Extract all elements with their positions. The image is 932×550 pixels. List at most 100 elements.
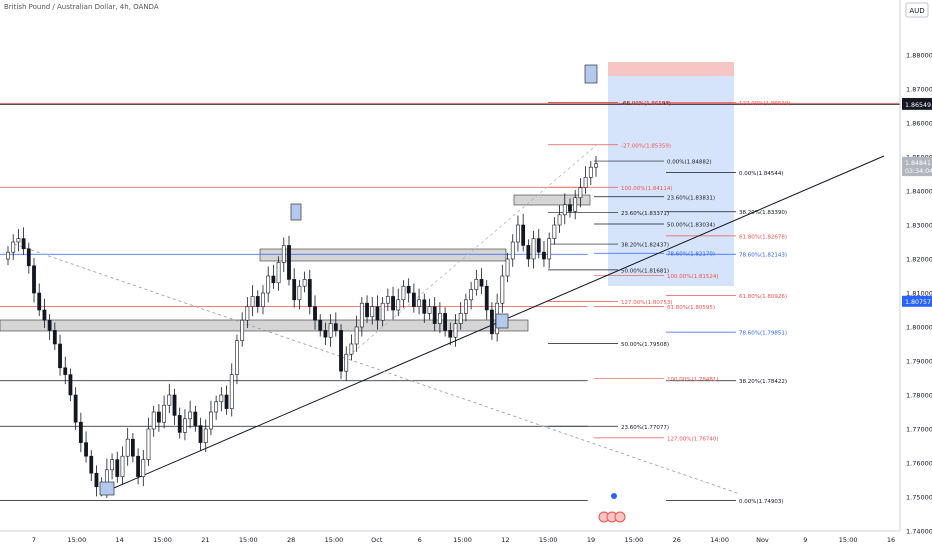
time-tick-label: Oct — [371, 536, 383, 544]
time-axis[interactable]: 7 15:00 14 15:00 21 15:00 28 15:00 Oct 6 15:00 12 15… — [32, 536, 895, 544]
candle-body — [47, 319, 52, 331]
candle-body — [209, 411, 213, 430]
price-badge-label: 1.84841 — [905, 160, 931, 167]
fib-label: 61.80%(1.82678) — [739, 234, 787, 240]
candle-body — [375, 306, 380, 321]
time-tick-label: 15:00 — [67, 536, 86, 544]
fib-label: 100.00%(1.81524) — [667, 274, 719, 280]
price-tick-label: 1.87000 — [906, 86, 932, 94]
time-tick-label: 14:00 — [710, 536, 729, 544]
fib-label: 0.00%(1.84544) — [739, 171, 784, 177]
candle-body — [479, 279, 484, 287]
fib-label: 100.00%(1.78481) — [667, 377, 719, 383]
price-badge-label: 1.80757 — [905, 299, 931, 306]
fib-label: -27.00%(1.85359) — [621, 143, 671, 149]
candle-body — [458, 313, 463, 324]
candle-body — [183, 418, 187, 433]
price-tick-label: 1.81000 — [906, 290, 932, 298]
pivot-markers — [99, 64, 598, 496]
candle-body — [505, 258, 510, 277]
candle-body — [136, 455, 140, 477]
price-axis[interactable]: 1.880001.870001.860001.850001.840001.830… — [906, 52, 932, 536]
zone-2 — [0, 319, 529, 332]
candle-body — [531, 238, 536, 260]
candle-body — [474, 279, 479, 290]
zone-1 — [259, 248, 507, 262]
time-tick-label: Nov — [756, 536, 769, 544]
candle-body — [37, 292, 42, 311]
price-tick-label: 1.88000 — [906, 52, 932, 60]
time-tick-label: 15:00 — [625, 536, 644, 544]
price-badge — [902, 165, 932, 177]
candle-body — [73, 394, 78, 423]
candle-body — [417, 299, 421, 307]
candle-body — [469, 289, 474, 301]
fib-retrace-dotted — [343, 141, 601, 361]
pivot-marker — [495, 313, 509, 329]
fib-label: 61.80%(1.80595) — [667, 305, 715, 311]
candle-body — [287, 245, 291, 280]
price-tick-label: 1.86000 — [906, 120, 932, 128]
candle-body — [42, 309, 47, 321]
candle-body — [547, 238, 552, 260]
time-tick-label: 15:00 — [153, 536, 172, 544]
candles — [6, 155, 598, 499]
price-tick-label: 1.75000 — [906, 494, 932, 502]
event-icons[interactable] — [598, 493, 626, 523]
candle-body — [125, 438, 130, 457]
time-tick-label: 16 — [887, 536, 895, 544]
candle-body — [151, 411, 156, 430]
candle-body — [78, 421, 83, 443]
candle-body — [240, 319, 245, 341]
candle-body — [406, 285, 411, 294]
fib-label: -27.00%(1.86610) — [621, 101, 671, 107]
pivot-marker — [99, 481, 115, 496]
candle-body — [58, 343, 62, 369]
candle-body — [411, 292, 416, 307]
fib-label: 23.60%(1.77077) — [621, 425, 669, 431]
candle-body — [365, 302, 369, 318]
candle-body — [235, 340, 239, 375]
candle-body — [552, 224, 557, 239]
candle-body — [401, 285, 406, 301]
candle-body — [281, 245, 286, 263]
candle-body — [484, 285, 489, 311]
candle-body — [318, 319, 323, 331]
time-tick-label: 15:00 — [539, 536, 558, 544]
candle-body — [594, 163, 598, 168]
candle-body — [578, 187, 583, 199]
event-icon — [614, 511, 626, 523]
fib-label: 78.60%(1.82170) — [667, 252, 715, 258]
candle-body — [588, 166, 593, 178]
candle-body — [328, 323, 333, 338]
price-tick-label: 1.82000 — [906, 256, 932, 264]
candle-body — [344, 353, 349, 372]
horizontal-levels — [0, 102, 900, 501]
candle-body — [120, 455, 125, 477]
time-tick-label: 15:00 — [239, 536, 258, 544]
candle-body — [224, 394, 229, 409]
candle-body — [391, 296, 395, 311]
candle-body — [110, 459, 114, 471]
fib-label: 61.80%(1.80926) — [739, 294, 787, 300]
candle-body — [422, 299, 427, 314]
pivot-marker — [290, 203, 302, 221]
fib-label: 38.20%(1.83390) — [739, 210, 787, 216]
fib-label: 100.00%(1.84114) — [621, 186, 673, 192]
candle-body — [250, 296, 255, 307]
candle-body — [349, 343, 354, 355]
candle-body — [370, 306, 375, 318]
trendlines — [13, 141, 885, 495]
candle-body — [443, 313, 447, 331]
candle-body — [557, 214, 562, 226]
candle-body — [427, 306, 432, 314]
candle-body — [115, 459, 120, 477]
event-flag-icon — [611, 493, 617, 499]
fib-label: 0.00%(1.74903) — [739, 499, 784, 505]
candle-body — [302, 279, 307, 287]
candle-body — [32, 265, 36, 294]
fib-label: 50.00%(1.79508) — [621, 342, 669, 348]
candle-body — [141, 459, 146, 477]
